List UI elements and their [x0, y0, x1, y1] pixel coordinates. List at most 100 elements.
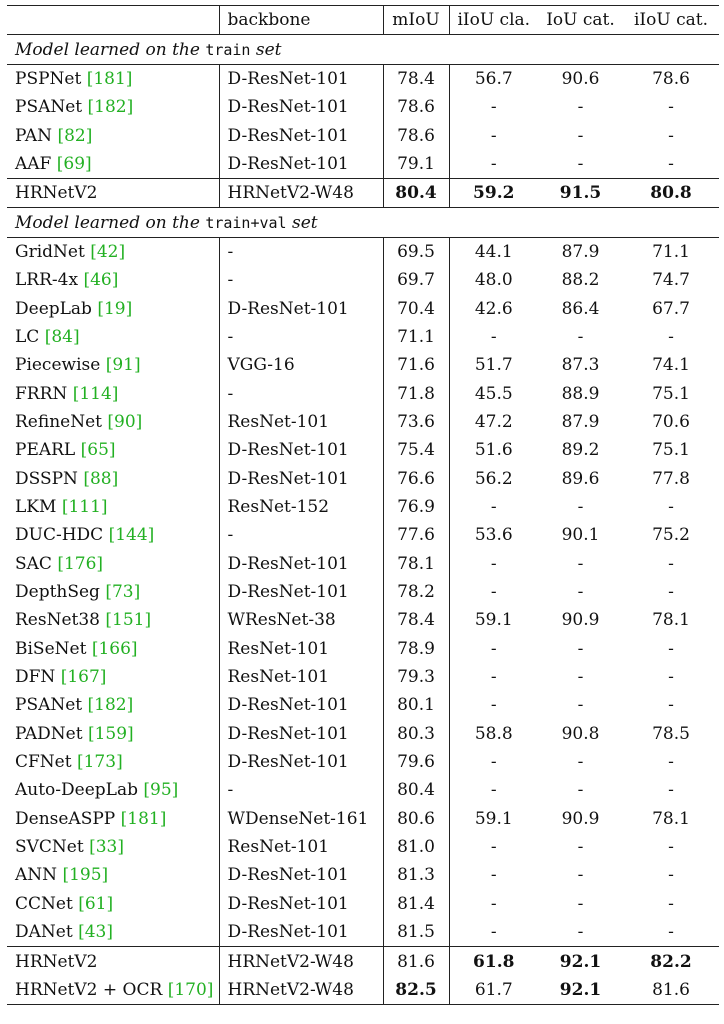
- miou-cell: 76.9: [383, 492, 450, 522]
- backbone-cell: D-ResNet-101: [219, 577, 384, 607]
- citation-link[interactable]: [46]: [83, 270, 119, 291]
- iou-cat-cell: 90.6: [561, 68, 600, 89]
- method-cell: GridNet [42]: [7, 237, 220, 267]
- iiou-cat-cell: 77.8: [652, 468, 690, 489]
- iou-cat-cell: 87.9: [561, 411, 600, 432]
- miou-cell: 71.6: [383, 351, 450, 380]
- citation-link[interactable]: [111]: [61, 497, 108, 518]
- citation-link[interactable]: [84]: [44, 326, 80, 347]
- citation-link[interactable]: [61]: [78, 893, 114, 914]
- backbone-cell: D-ResNet-101: [219, 121, 384, 150]
- iiou-cla-cell: 58.8: [474, 723, 513, 744]
- citation-link[interactable]: [73]: [105, 582, 141, 603]
- method-cell: RefineNet [90]: [7, 407, 220, 437]
- miou-cell: 81.3: [383, 861, 450, 890]
- iiou-cat-cell: -: [668, 553, 674, 574]
- backbone-cell: D-ResNet-101: [219, 93, 384, 122]
- table-row: DenseASPP [181] WDenseNet-161 80.6 59.1 90.9…: [7, 804, 719, 833]
- iou-cat-cell: 91.5: [538, 178, 623, 208]
- citation-link[interactable]: [91]: [105, 355, 141, 376]
- citation-link[interactable]: [195]: [62, 865, 109, 886]
- iiou-cat-cell: -: [668, 893, 674, 914]
- table-row: ANN [195] D-ResNet-101 81.3 - - -: [7, 861, 719, 890]
- header-row: backbone mIoU iIoU cla. IoU cat. iIoU ca…: [7, 4, 719, 35]
- method-cell: DUC-HDC [144]: [7, 521, 220, 550]
- citation-link[interactable]: [170]: [167, 979, 214, 1000]
- miou-cell: 78.6: [383, 121, 450, 150]
- method-cell: ResNet38 [151]: [7, 606, 220, 635]
- iiou-cla-cell: -: [490, 893, 497, 914]
- citation-link[interactable]: [166]: [91, 638, 138, 659]
- table-row: RefineNet [90] ResNet-101 73.6 47.2 87.9 70.6: [7, 407, 719, 437]
- table-row: GridNet [42] -69.5 44.1 87.9 71.1: [7, 237, 719, 267]
- iou-cat-cell: -: [577, 125, 584, 146]
- backbone-cell: ResNet-152: [219, 492, 384, 522]
- citation-link[interactable]: [33]: [89, 837, 125, 858]
- iiou-cat-cell: -: [668, 638, 674, 659]
- iiou-cat-cell: 67.7: [652, 298, 690, 319]
- citation-link[interactable]: [182]: [87, 97, 134, 118]
- citation-link[interactable]: [182]: [87, 695, 134, 716]
- iou-cat-cell: -: [577, 752, 584, 773]
- header-miou: mIoU: [383, 4, 450, 35]
- citation-link[interactable]: [167]: [60, 667, 107, 688]
- iiou-cat-cell: 78.1: [652, 808, 690, 829]
- citation-link[interactable]: [181]: [120, 808, 167, 829]
- miou-cell: 81.5: [383, 918, 450, 947]
- citation-link[interactable]: [144]: [108, 525, 155, 546]
- iiou-cla-cell: -: [490, 153, 497, 174]
- iiou-cla-cell: -: [490, 553, 497, 574]
- citation-link[interactable]: [90]: [107, 411, 143, 432]
- iiou-cla-cell: -: [490, 865, 497, 886]
- iiou-cat-cell: -: [668, 752, 674, 773]
- iou-cat-cell: -: [577, 638, 584, 659]
- table-row: LKM [111] ResNet-152 76.9 - - -: [7, 492, 719, 522]
- citation-link[interactable]: [43]: [78, 922, 113, 943]
- method-cell: HRNetV2: [7, 946, 220, 976]
- table-row: PAN [82] D-ResNet-101 78.6 - - -: [7, 121, 719, 150]
- miou-cell: 71.1: [383, 322, 450, 352]
- miou-cell: 76.6: [383, 464, 450, 493]
- iiou-cat-cell: 74.1: [652, 355, 690, 376]
- method-cell: FRRN [114]: [7, 379, 220, 408]
- citation-link[interactable]: [181]: [86, 68, 133, 89]
- iou-cat-cell: 88.9: [561, 383, 600, 404]
- iiou-cla-cell: -: [490, 752, 497, 773]
- method-cell: PSANet [182]: [7, 691, 220, 720]
- citation-link[interactable]: [82]: [57, 125, 93, 146]
- backbone-cell: VGG-16: [219, 351, 384, 380]
- citation-link[interactable]: [95]: [143, 780, 179, 801]
- iiou-cla-cell: 48.0: [474, 270, 513, 291]
- iiou-cla-cell: 59.2: [449, 178, 538, 208]
- method-cell: PEARL [65]: [7, 436, 220, 465]
- miou-cell: 78.4: [383, 606, 450, 635]
- citation-link[interactable]: [42]: [90, 241, 126, 262]
- method-cell: SAC [176]: [7, 549, 220, 578]
- iiou-cat-cell: -: [668, 497, 674, 518]
- miou-cell: 78.1: [383, 549, 450, 578]
- method-cell: LC [84]: [7, 322, 220, 352]
- miou-cell: 79.6: [383, 747, 450, 777]
- iou-cat-cell: -: [577, 153, 584, 174]
- citation-link[interactable]: [159]: [87, 723, 134, 744]
- citation-link[interactable]: [65]: [80, 440, 116, 461]
- iiou-cat-cell: 78.6: [652, 68, 690, 89]
- iou-cat-cell: -: [577, 582, 584, 603]
- method-cell: DepthSeg [73]: [7, 577, 220, 607]
- method-cell: CFNet [173]: [7, 747, 220, 777]
- citation-link[interactable]: [173]: [76, 752, 123, 773]
- citation-link[interactable]: [176]: [57, 553, 104, 574]
- citation-link[interactable]: [69]: [56, 153, 92, 174]
- backbone-cell: D-ResNet-101: [219, 294, 384, 323]
- backbone-cell: WDenseNet-161: [219, 804, 384, 833]
- citation-link[interactable]: [151]: [105, 610, 152, 631]
- iou-cat-cell: 90.8: [561, 723, 600, 744]
- miou-cell: 82.5: [383, 975, 450, 1006]
- citation-link[interactable]: [19]: [97, 298, 133, 319]
- citation-link[interactable]: [88]: [83, 468, 119, 489]
- iou-cat-cell: 89.6: [561, 468, 600, 489]
- iiou-cat-cell: -: [668, 582, 674, 603]
- section-train-heading: Model learned on the train set: [7, 34, 719, 65]
- citation-link[interactable]: [114]: [72, 383, 119, 404]
- table-row: ResNet38 [151] WResNet-38 78.4 59.1 90.9 78.1: [7, 606, 719, 635]
